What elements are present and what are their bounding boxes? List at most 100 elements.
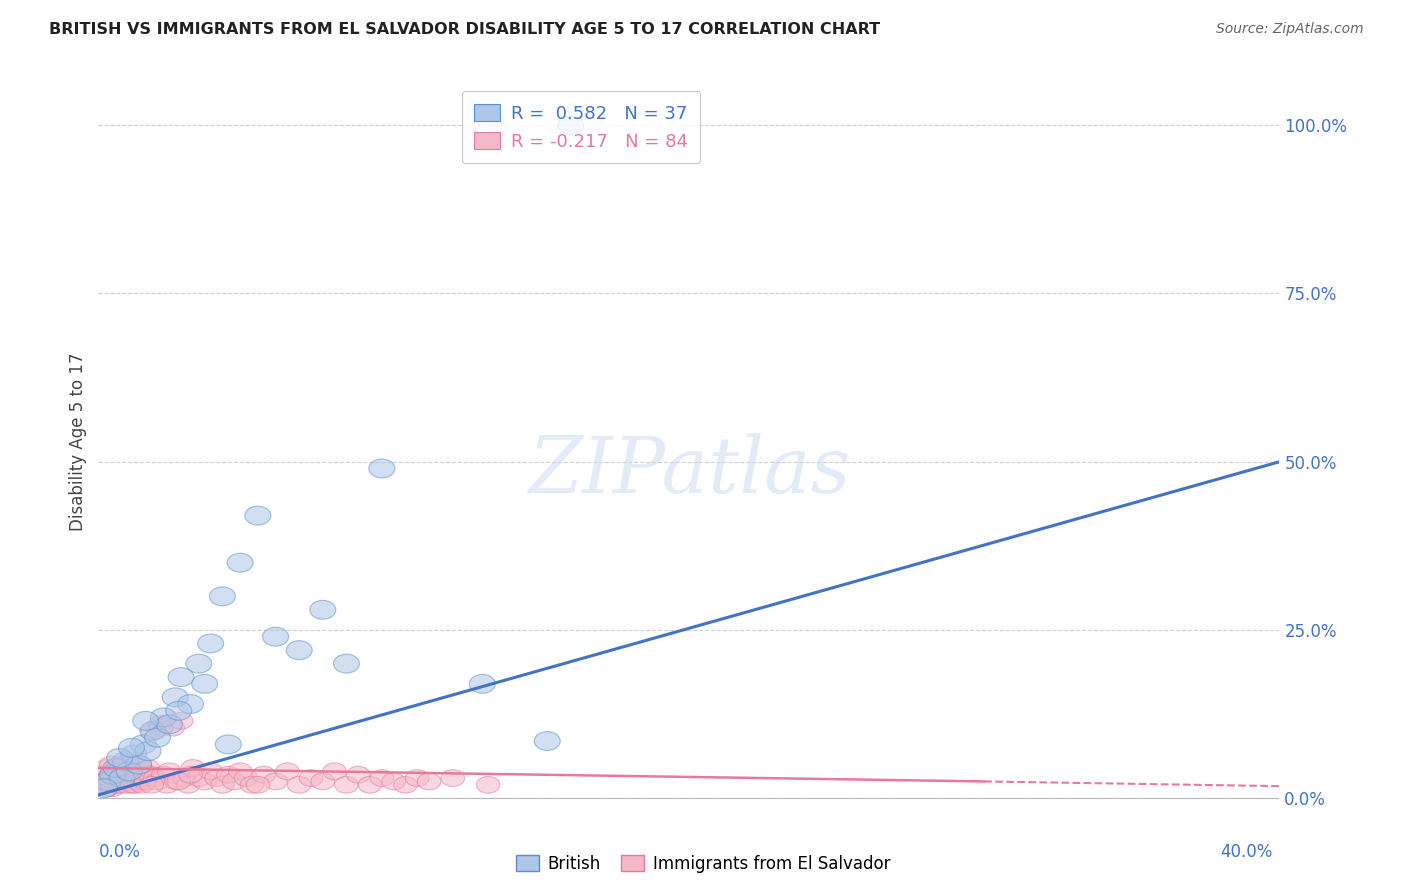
Ellipse shape: [110, 756, 132, 773]
Ellipse shape: [108, 776, 132, 793]
Ellipse shape: [94, 772, 121, 791]
Ellipse shape: [90, 766, 114, 783]
Ellipse shape: [134, 773, 157, 789]
Ellipse shape: [131, 735, 156, 754]
Ellipse shape: [211, 776, 235, 793]
Ellipse shape: [100, 765, 125, 784]
Ellipse shape: [193, 773, 217, 789]
Ellipse shape: [139, 776, 163, 793]
Ellipse shape: [129, 766, 153, 783]
Ellipse shape: [150, 708, 176, 727]
Ellipse shape: [103, 770, 127, 787]
Ellipse shape: [121, 776, 145, 793]
Ellipse shape: [136, 760, 160, 776]
Ellipse shape: [368, 459, 395, 478]
Ellipse shape: [157, 763, 181, 780]
Ellipse shape: [228, 763, 252, 780]
Ellipse shape: [121, 745, 146, 764]
Ellipse shape: [166, 701, 191, 720]
Ellipse shape: [264, 773, 287, 789]
Ellipse shape: [558, 116, 583, 135]
Ellipse shape: [125, 770, 149, 787]
Ellipse shape: [152, 766, 176, 783]
Ellipse shape: [222, 773, 246, 789]
Ellipse shape: [205, 770, 228, 787]
Ellipse shape: [228, 553, 253, 572]
Ellipse shape: [118, 773, 142, 789]
Ellipse shape: [177, 695, 204, 714]
Ellipse shape: [287, 776, 311, 793]
Ellipse shape: [198, 763, 222, 780]
Ellipse shape: [122, 766, 146, 783]
Ellipse shape: [191, 674, 218, 693]
Ellipse shape: [299, 770, 323, 787]
Text: ZIPatlas: ZIPatlas: [527, 433, 851, 509]
Ellipse shape: [103, 758, 129, 778]
Ellipse shape: [477, 776, 501, 793]
Text: BRITISH VS IMMIGRANTS FROM EL SALVADOR DISABILITY AGE 5 TO 17 CORRELATION CHART: BRITISH VS IMMIGRANTS FROM EL SALVADOR D…: [49, 22, 880, 37]
Text: 40.0%: 40.0%: [1220, 843, 1272, 861]
Ellipse shape: [128, 756, 152, 773]
Legend: R =  0.582   N = 37, R = -0.217   N = 84: R = 0.582 N = 37, R = -0.217 N = 84: [461, 92, 700, 163]
Ellipse shape: [149, 719, 173, 736]
Ellipse shape: [132, 763, 155, 780]
Ellipse shape: [155, 776, 179, 793]
Ellipse shape: [91, 779, 117, 797]
Ellipse shape: [141, 723, 165, 739]
Ellipse shape: [246, 776, 270, 793]
Ellipse shape: [131, 776, 153, 793]
Ellipse shape: [181, 760, 205, 776]
Ellipse shape: [112, 763, 136, 780]
Ellipse shape: [346, 766, 370, 783]
Ellipse shape: [165, 773, 188, 789]
Ellipse shape: [209, 587, 235, 606]
Ellipse shape: [114, 766, 138, 783]
Ellipse shape: [169, 713, 193, 730]
Ellipse shape: [103, 763, 125, 780]
Ellipse shape: [97, 770, 121, 787]
Ellipse shape: [162, 719, 184, 736]
Ellipse shape: [145, 728, 170, 747]
Ellipse shape: [104, 776, 128, 793]
Ellipse shape: [179, 766, 202, 783]
Ellipse shape: [311, 773, 335, 789]
Ellipse shape: [418, 773, 441, 789]
Ellipse shape: [117, 756, 139, 773]
Ellipse shape: [287, 640, 312, 659]
Ellipse shape: [148, 715, 172, 732]
Ellipse shape: [240, 776, 264, 793]
Ellipse shape: [323, 763, 346, 780]
Ellipse shape: [96, 780, 120, 797]
Ellipse shape: [110, 769, 135, 788]
Ellipse shape: [333, 654, 360, 673]
Ellipse shape: [146, 773, 169, 789]
Ellipse shape: [215, 735, 242, 754]
Ellipse shape: [132, 770, 156, 787]
Ellipse shape: [107, 748, 132, 767]
Ellipse shape: [162, 688, 188, 706]
Ellipse shape: [186, 654, 212, 673]
Ellipse shape: [139, 722, 166, 740]
Ellipse shape: [173, 770, 197, 787]
Ellipse shape: [252, 766, 276, 783]
Ellipse shape: [235, 770, 257, 787]
Ellipse shape: [120, 760, 143, 776]
Text: 0.0%: 0.0%: [98, 843, 141, 861]
Ellipse shape: [98, 773, 122, 789]
Ellipse shape: [115, 776, 139, 793]
Ellipse shape: [110, 770, 134, 787]
Ellipse shape: [335, 776, 359, 793]
Ellipse shape: [93, 776, 117, 793]
Ellipse shape: [470, 674, 495, 693]
Ellipse shape: [112, 752, 139, 771]
Ellipse shape: [139, 766, 162, 783]
Ellipse shape: [167, 773, 191, 789]
Legend: British, Immigrants from El Salvador: British, Immigrants from El Salvador: [509, 848, 897, 880]
Ellipse shape: [135, 742, 162, 761]
Ellipse shape: [107, 766, 131, 783]
Ellipse shape: [441, 770, 464, 787]
Y-axis label: Disability Age 5 to 17: Disability Age 5 to 17: [69, 352, 87, 531]
Ellipse shape: [111, 773, 135, 789]
Ellipse shape: [127, 773, 150, 789]
Ellipse shape: [124, 763, 148, 780]
